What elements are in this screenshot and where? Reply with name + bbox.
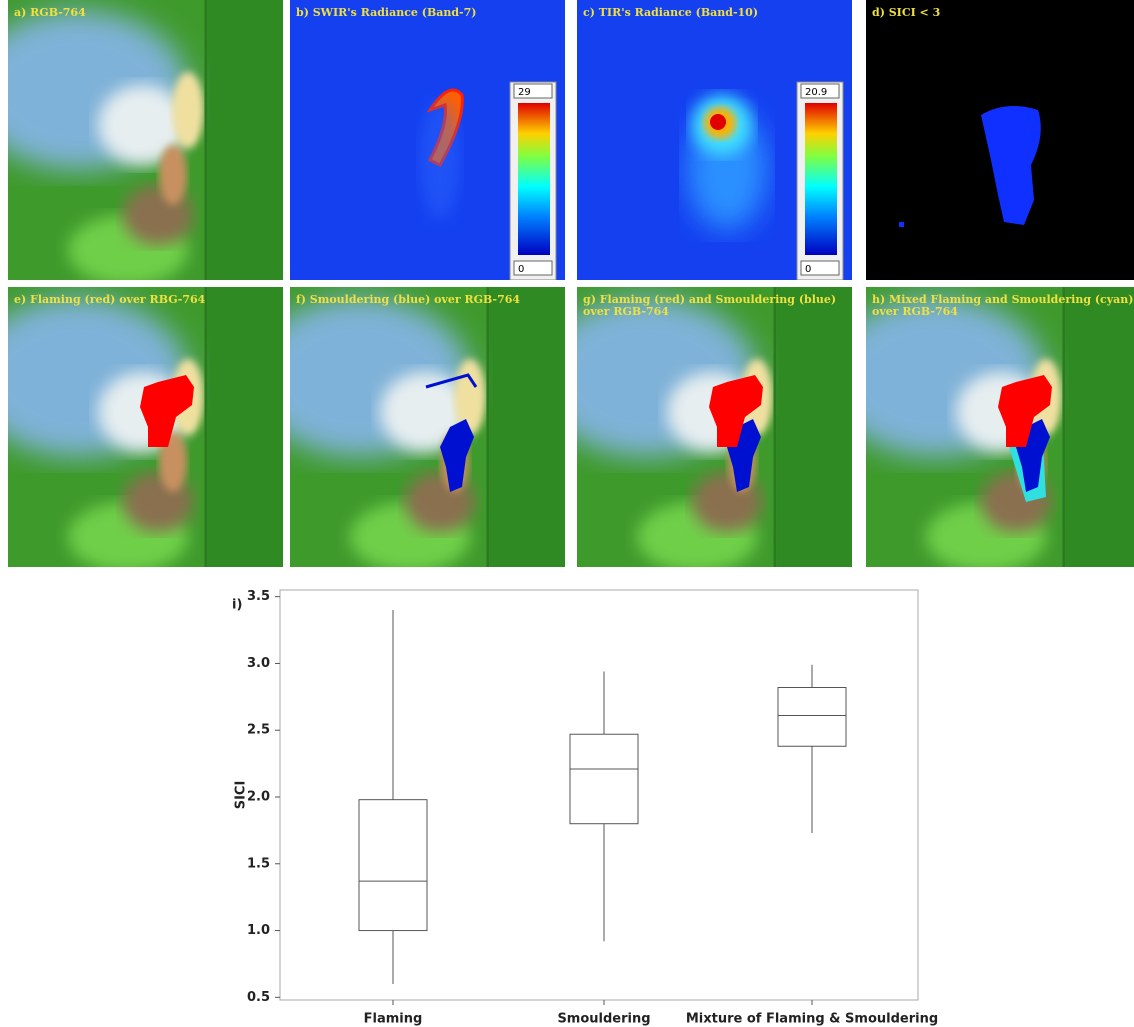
image-panel: [0, 0, 283, 285]
panel-label: over RGB-764: [872, 305, 958, 318]
panel-label: a) RGB-764: [14, 6, 86, 19]
colorbar-label: 20.9: [805, 87, 827, 98]
y-tick-label: 3.0: [247, 656, 270, 671]
chart-title: i): [232, 598, 242, 613]
box: [570, 734, 638, 823]
panel-label: f) Smouldering (blue) over RGB-764: [296, 293, 520, 306]
colorbar-label: 29: [518, 87, 531, 98]
y-tick-label: 3.5: [247, 589, 270, 604]
colorbar-label: 0: [805, 264, 811, 275]
panel-label: over RGB-764: [583, 305, 669, 318]
panel-label: c) TIR's Radiance (Band-10): [583, 6, 758, 19]
y-tick-label: 1.0: [247, 923, 270, 938]
y-tick-label: 2.0: [247, 790, 270, 805]
image-panel: [826, 287, 1134, 572]
y-tick-label: 1.5: [247, 856, 270, 871]
y-tick-label: 0.5: [247, 990, 270, 1005]
image-panel: [537, 287, 852, 572]
figure: i) SICI a) RGB-764290b) SWIR's Radiance …: [0, 0, 1134, 1027]
colorbar-label: 0: [518, 264, 524, 275]
x-tick-label: Smouldering: [557, 1012, 650, 1027]
y-tick-label: 2.5: [247, 723, 270, 738]
image-panel: [0, 287, 283, 572]
panel-label: d) SICI < 3: [872, 6, 940, 19]
image-panel: [250, 287, 565, 572]
image-panel: 29 0: [290, 0, 565, 280]
x-tick-label: Flaming: [364, 1012, 423, 1027]
image-panel: [866, 0, 1134, 280]
panel-label: b) SWIR's Radiance (Band-7): [296, 6, 477, 19]
box: [359, 800, 427, 931]
box: [778, 687, 846, 746]
x-tick-label: Mixture of Flaming & Smouldering: [686, 1012, 938, 1027]
panel-label: e) Flaming (red) over RBG-764: [14, 293, 206, 306]
image-panel: 20.90: [577, 0, 852, 280]
